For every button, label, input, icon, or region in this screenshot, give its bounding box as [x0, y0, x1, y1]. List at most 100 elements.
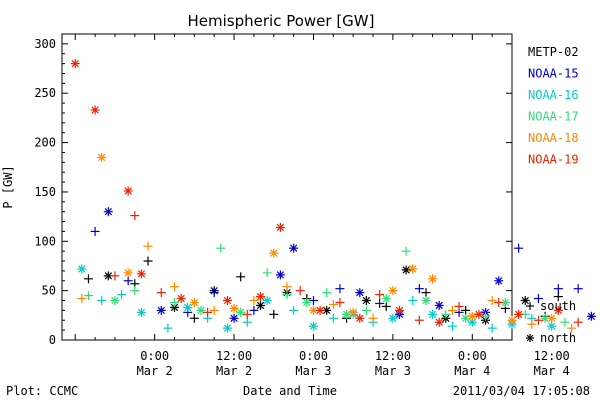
x-tick-label-date: Mar 2: [216, 364, 252, 378]
data-point-noaa-19-south: [494, 297, 504, 307]
data-point-metp-02-south: [461, 305, 471, 315]
data-point-noaa-19-north: [355, 313, 365, 323]
data-point-noaa-18-south: [487, 296, 497, 306]
data-point-noaa-18-south: [249, 296, 259, 306]
data-point-noaa-18-north: [123, 268, 133, 278]
data-point-noaa-16-north: [77, 264, 87, 274]
data-points: [70, 59, 596, 333]
data-point-noaa-19-north: [275, 222, 285, 232]
data-point-noaa-19-north: [434, 317, 444, 327]
data-point-noaa-18-south: [527, 319, 537, 329]
data-point-noaa-18-south: [447, 305, 457, 315]
data-point-noaa-19-south: [156, 288, 166, 298]
data-point-noaa-18-south: [328, 299, 338, 309]
x-tick-label-time: 0:00: [299, 349, 328, 363]
data-point-noaa-18-north: [97, 152, 107, 162]
plot-frame: [61, 33, 513, 341]
data-point-metp-02-north: [256, 300, 266, 310]
y-tick-label: 0: [49, 333, 56, 347]
data-point-noaa-18-north: [229, 303, 239, 313]
x-tick-label-date: Mar 3: [375, 364, 411, 378]
data-point-noaa-18-south: [77, 294, 87, 304]
data-point-noaa-16-south: [328, 313, 338, 323]
data-point-noaa-17-north: [196, 305, 206, 315]
x-axis-label: Date and Time: [243, 384, 337, 398]
data-point-metp-02-north: [170, 302, 179, 312]
data-point-noaa-15-south: [335, 284, 345, 294]
plot-credit: Plot: CCMC: [6, 384, 78, 398]
data-point-noaa-15-south: [123, 276, 133, 286]
x-tick-label-time: 0:00: [140, 349, 169, 363]
data-point-noaa-16-south: [97, 296, 107, 306]
data-point-noaa-16-north: [136, 307, 146, 317]
legend-entry: NOAA-17: [528, 110, 579, 124]
data-point-noaa-17-north: [236, 307, 246, 317]
data-point-noaa-15-north: [355, 288, 365, 298]
data-point-noaa-19-south: [573, 317, 583, 327]
data-point-noaa-19-south: [130, 211, 140, 221]
data-point-noaa-18-north: [308, 305, 318, 315]
marker-legend-label: north: [540, 331, 576, 345]
data-point-noaa-19-south: [203, 307, 213, 317]
data-point-noaa-15-south: [249, 305, 259, 315]
data-point-noaa-18-south: [143, 241, 153, 251]
x-tick-label-time: 12:00: [375, 349, 411, 363]
x-tick-label-date: Mar 2: [137, 364, 173, 378]
x-tick-label-time: 12:00: [216, 349, 252, 363]
data-point-noaa-19-north: [90, 105, 100, 115]
data-point-noaa-18-south: [170, 282, 179, 292]
data-point-noaa-19-north: [474, 309, 484, 319]
plot-area: [61, 33, 513, 341]
data-point-noaa-15-north: [494, 276, 504, 286]
data-point-noaa-19-north: [176, 294, 186, 304]
data-point-noaa-18-north: [547, 313, 557, 323]
data-point-noaa-19-north: [315, 305, 325, 315]
data-point-noaa-18-north: [408, 264, 418, 274]
data-point-noaa-18-south: [282, 282, 292, 292]
data-point-noaa-15-south: [414, 284, 424, 294]
data-point-noaa-19-north: [222, 296, 232, 306]
data-point-noaa-18-north: [269, 248, 279, 258]
data-point-noaa-17-south: [322, 288, 332, 298]
legend-entry: METP-02: [528, 45, 579, 59]
data-point-noaa-17-south: [481, 311, 491, 321]
star-marker-icon: [526, 334, 534, 342]
data-point-noaa-15-north: [229, 313, 239, 323]
data-point-metp-02-south: [381, 301, 391, 311]
data-point-noaa-17-south: [170, 297, 179, 307]
x-tick-label-date: Mar 3: [295, 364, 331, 378]
x-tick-label-time: 12:00: [534, 349, 570, 363]
data-point-noaa-17-south: [401, 246, 411, 256]
legend: METP-02 NOAA-15 NOAA-16 NOAA-17 NOAA-18 NOAA-…: [528, 45, 579, 167]
data-point-noaa-15-north: [156, 305, 166, 315]
data-point-noaa-17-south: [216, 243, 226, 253]
data-point-noaa-17-south: [441, 309, 451, 319]
y-axis-label: P [GW]: [1, 165, 15, 208]
data-point-noaa-19-north: [395, 305, 404, 315]
marker-legend-label: south: [540, 299, 576, 313]
data-point-noaa-19-north: [553, 305, 563, 315]
data-point-noaa-16-north: [222, 323, 232, 333]
data-point-noaa-17-north: [381, 294, 391, 304]
data-point-noaa-17-south: [560, 317, 570, 327]
data-point-noaa-16-south: [242, 317, 252, 327]
data-point-noaa-18-north: [348, 307, 358, 317]
y-axis: 0 50 100 150 200 250 300: [34, 37, 512, 347]
x-tick-label-time: 0:00: [458, 349, 487, 363]
plot-timestamp: 2011/03/04 17:05:08: [453, 384, 590, 398]
data-point-noaa-18-north: [189, 297, 199, 307]
data-point-metp-02-south: [189, 313, 199, 323]
x-tick-label-date: Mar 4: [454, 364, 490, 378]
data-point-noaa-17-north: [461, 313, 471, 323]
data-point-noaa-16-south: [408, 296, 418, 306]
marker-legend: south north: [526, 299, 576, 345]
data-point-noaa-15-north: [586, 311, 596, 321]
data-point-noaa-16-north: [262, 296, 272, 306]
data-point-noaa-17-north: [421, 296, 431, 306]
data-point-metp-02-south: [421, 288, 431, 298]
data-point-noaa-16-north: [428, 309, 438, 319]
data-point-noaa-15-north: [434, 300, 444, 310]
data-point-noaa-16-south: [447, 321, 457, 331]
